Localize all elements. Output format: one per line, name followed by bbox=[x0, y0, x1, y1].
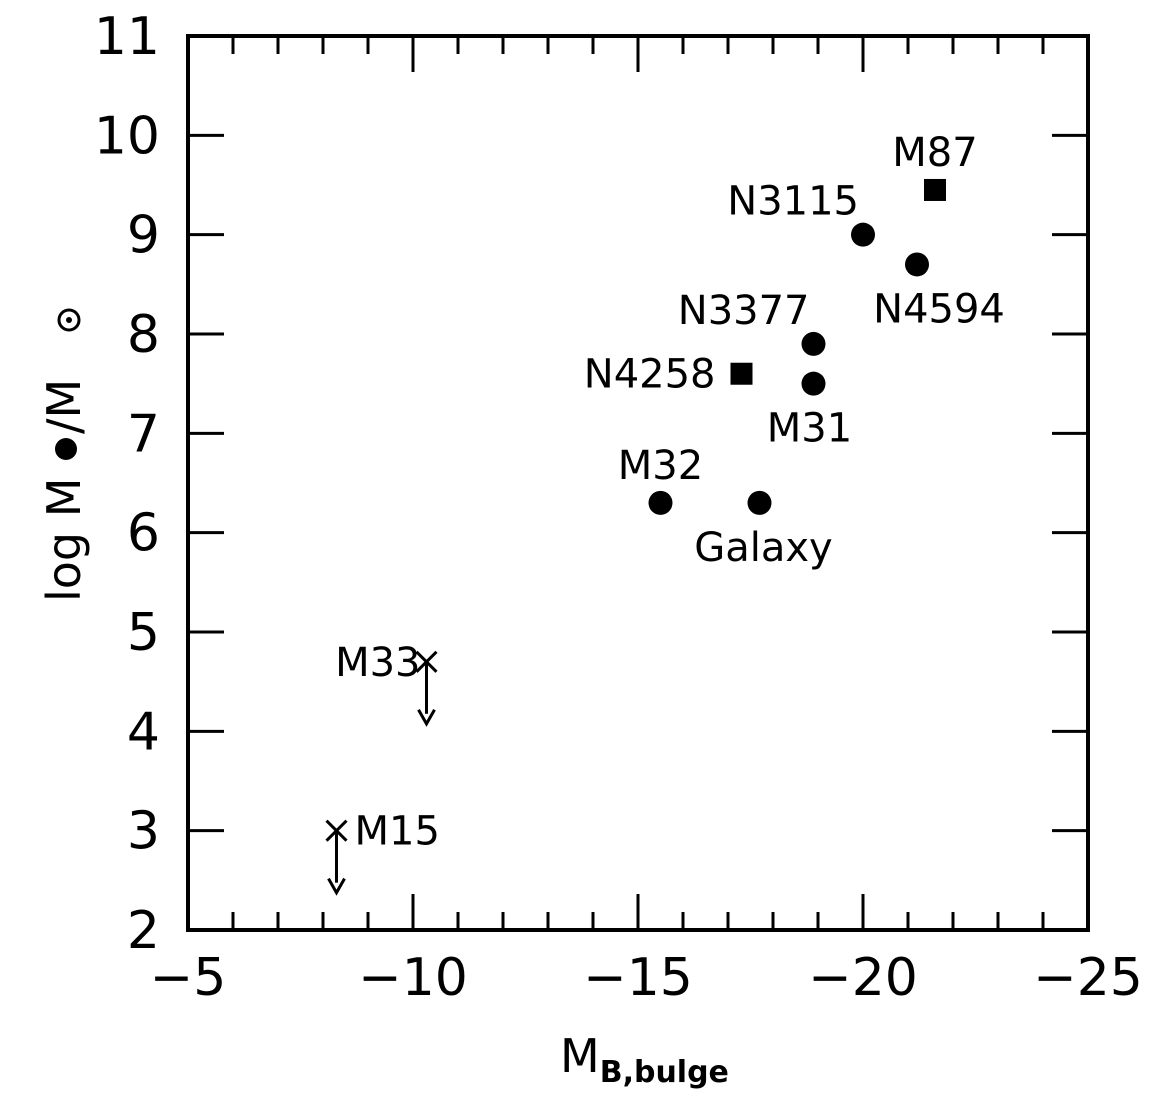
data-point-circle bbox=[747, 490, 772, 515]
point-label: M33 bbox=[335, 640, 420, 686]
point-label: M31 bbox=[767, 406, 852, 452]
point-label: Galaxy bbox=[694, 525, 832, 571]
x-tick-label: −20 bbox=[808, 948, 918, 1008]
y-tick-label: 11 bbox=[94, 7, 160, 67]
y-axis-label-bullet bbox=[55, 438, 77, 460]
x-tick-label: −5 bbox=[150, 948, 227, 1008]
y-tick-label: 7 bbox=[127, 404, 160, 464]
y-axis-label-sun-symbol bbox=[57, 308, 81, 332]
x-axis-label: MB,bulge bbox=[560, 1029, 729, 1090]
data-point-circle bbox=[905, 252, 929, 277]
svg-text:/M: /M bbox=[37, 379, 91, 434]
point-label: N3115 bbox=[727, 179, 859, 225]
data-point-cross bbox=[325, 819, 348, 842]
y-tick-label: 6 bbox=[127, 504, 160, 564]
point-label: M87 bbox=[892, 130, 977, 176]
data-point-square bbox=[730, 362, 753, 385]
point-label: M32 bbox=[618, 443, 703, 489]
upper-limit-arrowhead bbox=[417, 709, 436, 727]
data-point-circle bbox=[801, 331, 826, 356]
y-axis-label-prefix: log M bbox=[37, 478, 91, 602]
point-label: N3377 bbox=[678, 288, 810, 334]
data-point-circle bbox=[801, 371, 826, 396]
x-tick-label: −25 bbox=[1033, 948, 1143, 1008]
x-axis-label-main: M bbox=[560, 1029, 600, 1083]
y-axis-label: log M /M bbox=[37, 308, 91, 602]
data-point-square bbox=[924, 178, 946, 201]
x-axis-label-sub: B,bulge bbox=[600, 1055, 729, 1090]
point-label: N4594 bbox=[873, 286, 1005, 332]
x-tick-label: −10 bbox=[358, 948, 468, 1008]
y-tick-label: 10 bbox=[94, 106, 160, 166]
y-tick-label: 9 bbox=[127, 206, 160, 266]
y-tick-label: 3 bbox=[127, 802, 160, 862]
point-label: M15 bbox=[355, 809, 440, 855]
y-tick-label: 4 bbox=[127, 702, 160, 762]
y-axis-label-mid: /M bbox=[37, 379, 91, 434]
x-tick-label: −15 bbox=[583, 948, 693, 1008]
data-point-circle bbox=[648, 490, 673, 515]
y-tick-label: 8 bbox=[127, 305, 160, 365]
y-tick-label: 5 bbox=[127, 603, 160, 663]
point-label: N4258 bbox=[584, 352, 716, 398]
data-point-circle bbox=[851, 222, 875, 247]
y-tick-label: 2 bbox=[127, 901, 160, 961]
y-axis-label-sun-dot bbox=[66, 317, 72, 323]
svg-text:log M: log M bbox=[37, 478, 91, 602]
upper-limit-arrowhead bbox=[327, 877, 346, 896]
data-point-cross bbox=[415, 650, 438, 673]
